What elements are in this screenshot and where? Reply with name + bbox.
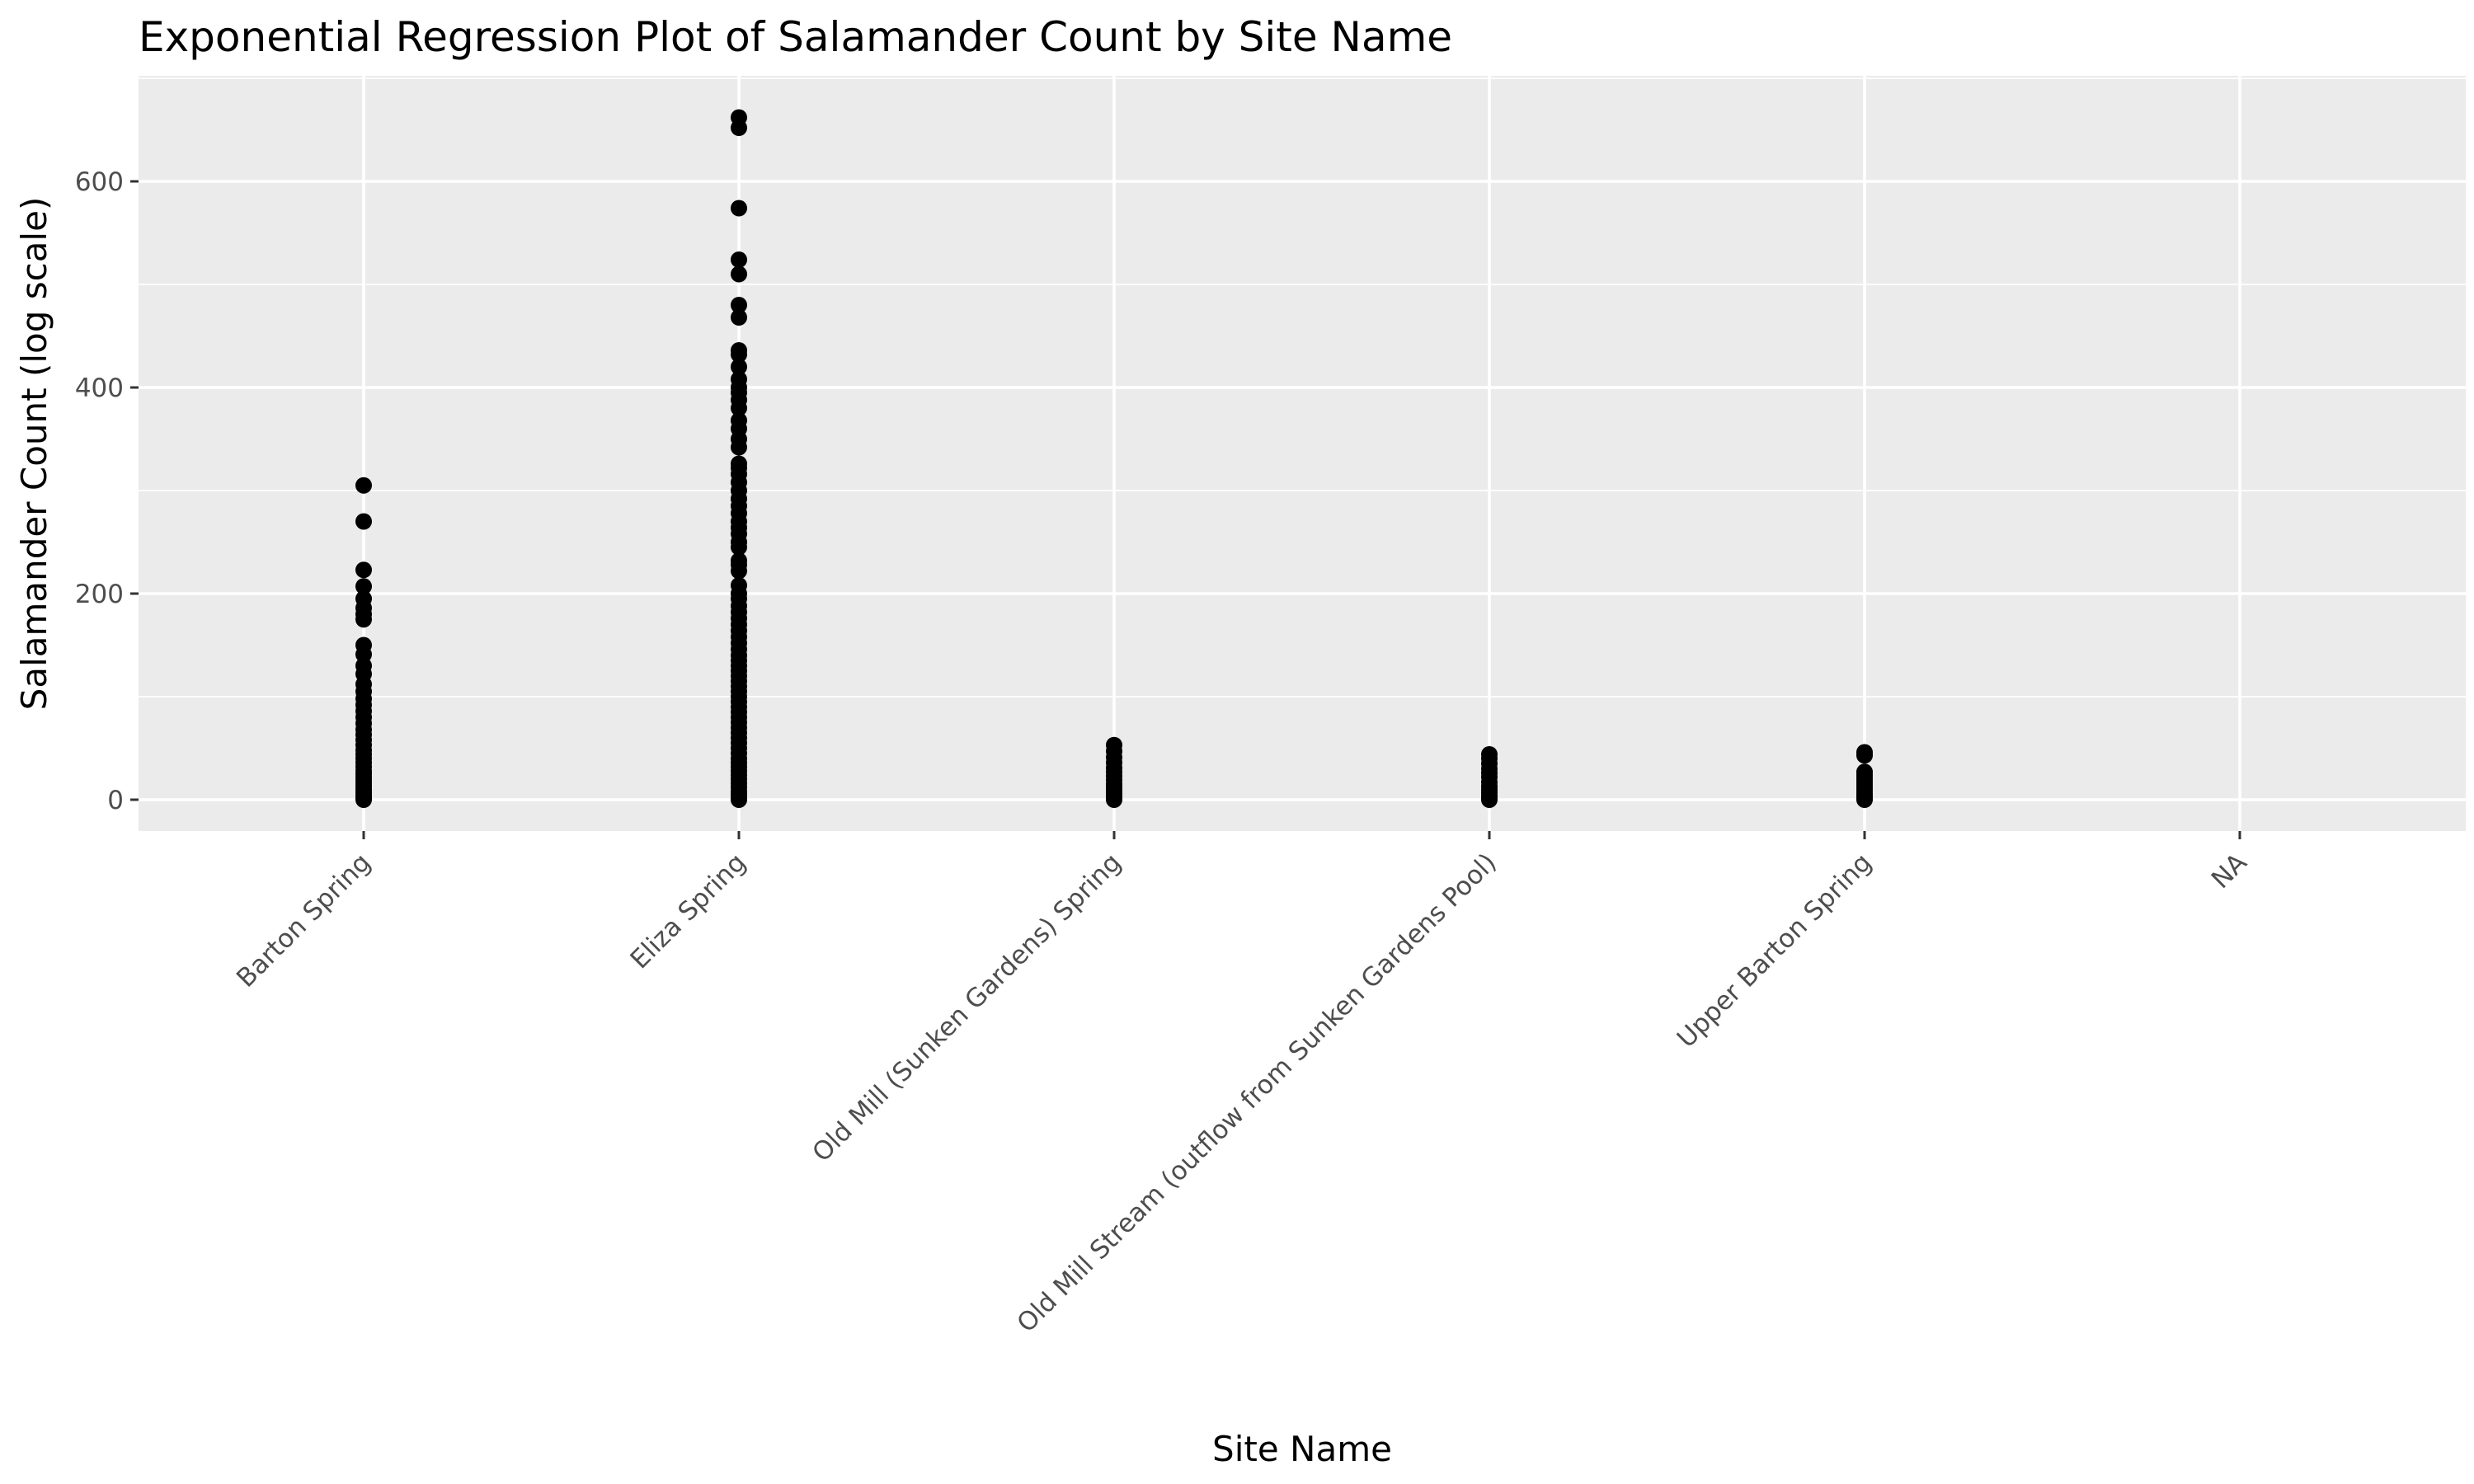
y-axis-title: Salamander Count (log scale) bbox=[14, 197, 54, 711]
data-point bbox=[355, 611, 372, 628]
data-points bbox=[355, 109, 1873, 808]
data-point bbox=[1856, 747, 1873, 764]
data-point bbox=[355, 477, 372, 494]
major-gridlines bbox=[139, 76, 2466, 831]
data-point bbox=[731, 297, 747, 313]
data-point bbox=[355, 646, 372, 663]
y-tick-label: 600 bbox=[75, 167, 124, 197]
data-point bbox=[731, 562, 747, 580]
data-point bbox=[731, 120, 747, 136]
data-point bbox=[731, 265, 747, 283]
data-point bbox=[731, 791, 747, 808]
data-point bbox=[731, 400, 747, 416]
y-axis-ticks: 0 200 400 600 bbox=[75, 167, 139, 815]
x-tick-label: Old Mill Stream (outflow from Sunken Gar… bbox=[1011, 848, 1502, 1338]
data-point bbox=[731, 346, 747, 363]
data-point bbox=[731, 200, 747, 217]
y-tick-label: 400 bbox=[75, 373, 124, 403]
data-point bbox=[731, 439, 747, 456]
x-tick-label: Upper Barton Spring bbox=[1672, 848, 1878, 1054]
y-tick-label: 200 bbox=[75, 580, 124, 609]
data-point bbox=[355, 578, 372, 595]
data-point bbox=[731, 538, 747, 556]
data-point bbox=[731, 251, 747, 268]
x-tick-label: Old Mill (Sunken Gardens) Spring bbox=[807, 848, 1126, 1167]
x-tick-label: Barton Spring bbox=[231, 848, 377, 993]
x-tick-label: Eliza Spring bbox=[625, 848, 752, 974]
data-point bbox=[355, 791, 372, 808]
x-tick-label: NA bbox=[2206, 848, 2253, 895]
chart-title: Exponential Regression Plot of Salamande… bbox=[139, 13, 1452, 61]
data-point bbox=[1106, 791, 1122, 808]
plot-panel bbox=[139, 76, 2466, 831]
data-point bbox=[731, 359, 747, 375]
x-axis-title: Site Name bbox=[1212, 1429, 1392, 1469]
minor-gridlines bbox=[139, 77, 2466, 697]
y-tick-label: 0 bbox=[107, 786, 124, 815]
x-axis-ticks: Barton Spring Eliza Spring Old Mill (Sunke… bbox=[231, 831, 2253, 1338]
data-point bbox=[731, 309, 747, 326]
data-point bbox=[355, 513, 372, 530]
data-point bbox=[355, 561, 372, 579]
data-point bbox=[1481, 791, 1498, 808]
data-point bbox=[1856, 791, 1873, 808]
